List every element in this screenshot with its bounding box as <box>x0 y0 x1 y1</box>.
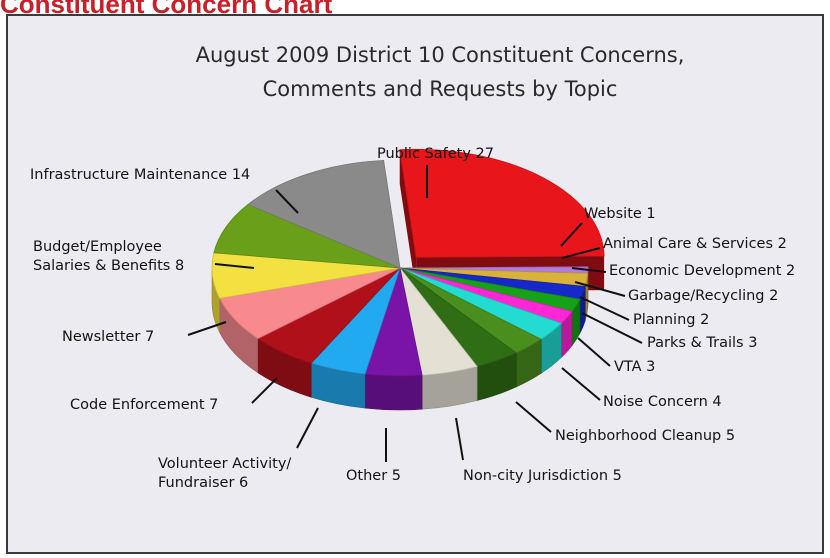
leader-line <box>577 337 611 367</box>
pie-slice <box>213 203 401 269</box>
slice-label: Planning 2 <box>633 312 709 328</box>
slice-label: Code Enforcement 7 <box>70 397 218 413</box>
leader-line <box>581 312 643 344</box>
leader-line <box>187 321 227 336</box>
slice-label: Newsletter 7 <box>62 329 154 345</box>
slice-label: Noise Concern 4 <box>603 394 722 410</box>
pie-slice-side <box>364 373 423 411</box>
leader-line <box>251 377 278 404</box>
leader-line <box>561 367 601 401</box>
leader-line <box>275 189 299 214</box>
slice-label: Animal Care & Services 2 <box>603 236 787 252</box>
slice-label: VTA 3 <box>614 359 655 375</box>
pie-slice <box>399 148 605 258</box>
chart-title-line-2: Comments and Requests by Topic <box>263 77 618 101</box>
leader-line <box>296 407 319 449</box>
pie-slice <box>247 159 401 269</box>
slice-label: Infrastructure Maintenance 14 <box>30 167 250 183</box>
slice-label: Website 1 <box>584 206 656 222</box>
slice-label: Other 5 <box>346 468 401 484</box>
leader-line <box>560 222 583 247</box>
slice-label: Non-city Jurisdiction 5 <box>463 468 622 484</box>
leader-line <box>214 263 255 269</box>
page-heading: Constituent Concern Chart <box>0 0 333 19</box>
slice-label: Public Safety 27 <box>377 146 494 162</box>
pie-slice-cut-face <box>399 149 417 292</box>
slice-label: Volunteer Activity/ <box>158 456 291 472</box>
leader-line <box>571 267 607 273</box>
slice-label: Parks & Trails 3 <box>647 335 757 351</box>
slice-label: Economic Development 2 <box>609 263 795 279</box>
leader-line <box>455 417 464 461</box>
slice-label: Garbage/Recycling 2 <box>628 288 778 304</box>
slice-label: Neighborhood Cleanup 5 <box>555 428 735 444</box>
slice-label: Budget/Employee <box>33 239 162 255</box>
leader-line <box>561 247 601 259</box>
slice-label: Salaries & Benefits 8 <box>33 258 184 274</box>
leader-line <box>574 281 626 297</box>
leader-line <box>515 401 552 433</box>
slice-label: Fundraiser 6 <box>158 475 248 491</box>
chart-title-line-1: August 2009 District 10 Constituent Conc… <box>196 43 685 67</box>
leader-line <box>579 296 630 321</box>
